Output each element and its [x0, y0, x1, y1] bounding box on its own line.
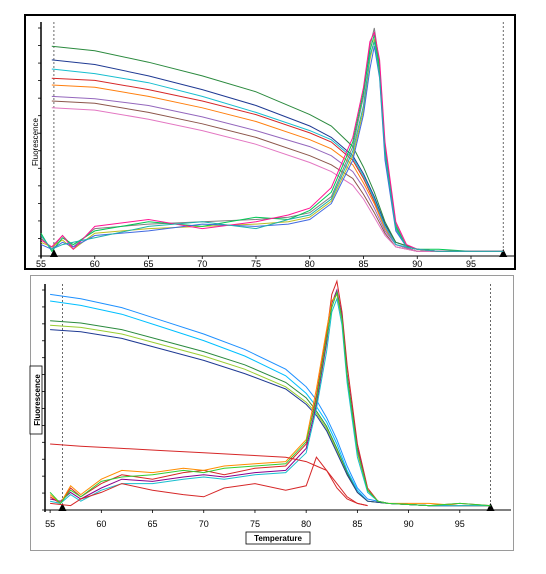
x-tick-label: 95: [466, 259, 476, 269]
x-axis-label-box: [245, 531, 311, 545]
x-tick-label: 65: [148, 519, 158, 529]
melt-curve-series[interactable]: [51, 77, 504, 252]
x-tick-label: 85: [358, 259, 368, 269]
x-tick-label: 85: [352, 519, 362, 529]
melt-curve-chart-bottom: 55 60 65 70 75 80 85 90 95 Fluorescence Temperatur…: [29, 279, 511, 545]
x-tick-label: 90: [404, 519, 414, 529]
melt-curve-series[interactable]: [50, 300, 491, 507]
x-tick-label: 70: [199, 519, 209, 529]
derivative-series[interactable]: [40, 31, 504, 252]
control-series[interactable]: [50, 443, 368, 507]
threshold-marker-icon[interactable]: [58, 503, 67, 511]
x-tick-label: 80: [305, 259, 315, 269]
x-tick-label: 55: [36, 259, 46, 269]
x-tick-label: 60: [96, 519, 106, 529]
derivative-series[interactable]: [40, 41, 504, 252]
melt-curve-series[interactable]: [50, 329, 491, 507]
chart-panel-bottom: 55 60 65 70 75 80 85 90 95 Fluorescence Temperatur…: [29, 275, 514, 551]
y-axis-label: Fluorescence: [31, 117, 40, 166]
x-tick-label: 60: [90, 259, 100, 269]
x-tick-label: 75: [251, 259, 261, 269]
chart-panel-top: 55 60 65 70 75 80 85 90 95 Fluorescence: [24, 14, 516, 270]
x-tick-label: 80: [301, 519, 311, 529]
derivative-series[interactable]: [49, 296, 491, 507]
x-tick-label: 55: [45, 519, 55, 529]
derivative-series[interactable]: [40, 39, 504, 252]
x-tick-label: 70: [197, 259, 207, 269]
derivative-series[interactable]: [49, 290, 491, 507]
melt-curve-chart-top: 55 60 65 70 75 80 85 90 95 Fluorescence: [31, 22, 514, 269]
threshold-marker-icon[interactable]: [486, 503, 495, 511]
x-tick-label: 75: [250, 519, 260, 529]
y-axis-label-box: [29, 365, 43, 435]
y-axis-label: Fluorescence: [33, 374, 42, 426]
threshold-marker-icon[interactable]: [499, 249, 508, 257]
x-tick-label: 90: [412, 259, 422, 269]
melt-curve-series[interactable]: [51, 100, 504, 252]
melt-curve-series[interactable]: [51, 45, 504, 252]
x-tick-label: 95: [455, 519, 465, 529]
x-axis-label: Temperature: [254, 534, 302, 543]
x-tick-label: 65: [143, 259, 153, 269]
melt-curve-series[interactable]: [51, 107, 504, 252]
derivative-series[interactable]: [40, 46, 504, 252]
melt-curve-series[interactable]: [51, 68, 504, 252]
control-series[interactable]: [50, 456, 368, 507]
threshold-marker-icon[interactable]: [49, 249, 58, 257]
